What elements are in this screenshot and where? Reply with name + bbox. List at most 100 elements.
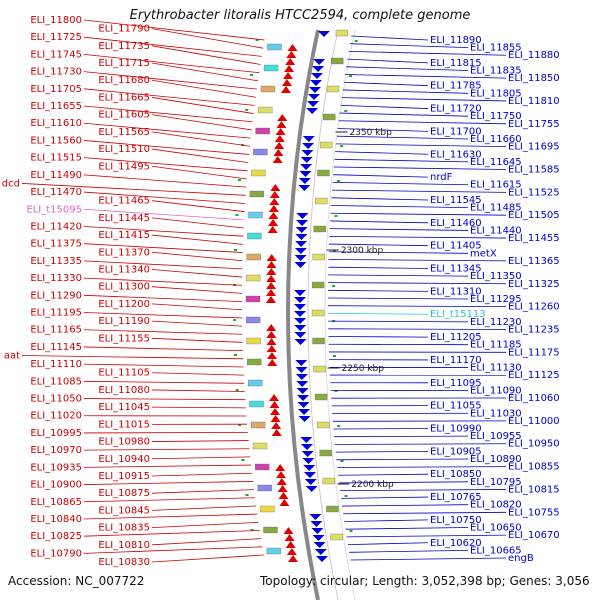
left-gene-label: ELI_11290 xyxy=(30,290,82,301)
forward-gene-arrow xyxy=(274,135,285,142)
leader-line xyxy=(83,105,253,123)
feature-block xyxy=(249,400,264,408)
leader-line xyxy=(334,443,507,445)
leader-line xyxy=(151,97,254,114)
green-marker xyxy=(238,424,242,426)
leader-line xyxy=(340,489,507,492)
leader-line xyxy=(330,220,429,224)
reverse-gene-arrow xyxy=(294,248,307,254)
leader-line xyxy=(83,294,243,302)
reverse-gene-arrow xyxy=(294,297,307,303)
left-gene-label: dcd xyxy=(2,178,20,189)
leader-line xyxy=(83,346,243,352)
green-marker xyxy=(250,74,254,76)
forward-gene-arrow xyxy=(285,58,296,65)
leader-line xyxy=(83,431,248,434)
leader-line xyxy=(83,481,253,485)
leader-line xyxy=(328,313,429,315)
feature-block xyxy=(316,421,330,429)
reverse-gene-arrow xyxy=(295,374,308,380)
left-gene-label: ELI_11420 xyxy=(30,221,82,232)
leader-line xyxy=(83,546,263,554)
right-gene-label: ELI_11000 xyxy=(508,416,560,427)
right-gene-label: ELI_11890 xyxy=(430,35,482,46)
leader-line xyxy=(151,217,244,229)
feature-block xyxy=(263,64,279,72)
right-gene-label: ELI_11325 xyxy=(508,279,560,290)
reverse-gene-arrow xyxy=(294,318,307,324)
right-gene-label: ELI_10755 xyxy=(508,507,560,518)
left-gene-label: ELI_11415 xyxy=(98,230,150,241)
leader-line xyxy=(328,266,429,269)
forward-gene-arrow xyxy=(268,205,279,212)
left-gene-label: ELI_11715 xyxy=(98,58,150,69)
reverse-gene-arrow xyxy=(295,227,308,233)
forward-gene-arrow xyxy=(279,499,290,506)
leader-line xyxy=(341,97,507,102)
forward-gene-arrow xyxy=(286,51,297,58)
left-gene-label: ELI_11445 xyxy=(98,213,150,224)
right-gene-label: ELI_11235 xyxy=(508,324,560,335)
feature-block xyxy=(247,358,262,366)
forward-gene-arrow xyxy=(285,541,296,548)
forward-gene-arrow xyxy=(284,534,295,541)
left-gene-label: ELI_10810 xyxy=(98,540,150,551)
forward-gene-arrow xyxy=(266,261,277,268)
forward-gene-arrow xyxy=(281,79,292,86)
leader-line xyxy=(83,260,243,270)
left-gene-label: ELI_11515 xyxy=(30,153,82,164)
left-gene-label: ELI_11565 xyxy=(98,127,150,138)
green-marker xyxy=(337,425,341,427)
leader-line xyxy=(151,372,244,376)
genome-backbone xyxy=(286,29,320,600)
forward-gene-arrow xyxy=(271,429,282,436)
right-gene-label: ELI_11125 xyxy=(508,370,560,381)
left-gene-label: ELI_10995 xyxy=(30,428,82,439)
right-gene-label: ELI_11525 xyxy=(508,187,560,198)
feature-block xyxy=(246,253,261,261)
right-gene-label: ELI_11365 xyxy=(508,256,560,267)
green-marker xyxy=(334,215,338,217)
leader-line xyxy=(332,189,507,193)
left-gene-label: ELI_11680 xyxy=(98,75,150,86)
feature-block xyxy=(312,253,325,261)
left-gene-label: ELI_10790 xyxy=(30,548,82,559)
leader-line xyxy=(347,542,429,545)
reverse-gene-arrow xyxy=(313,542,326,548)
leader-line xyxy=(151,269,243,278)
leader-line xyxy=(333,428,429,430)
right-gene-label: ELI_11645 xyxy=(470,157,522,168)
feature-block xyxy=(257,484,272,492)
leader-line xyxy=(151,554,264,563)
leader-line xyxy=(334,435,469,438)
feature-block xyxy=(312,337,325,345)
leader-line xyxy=(83,174,247,188)
right-leader-lines xyxy=(327,35,507,561)
gene-features xyxy=(233,29,358,562)
feature-block xyxy=(255,127,270,135)
left-gene-label: aat xyxy=(4,351,20,362)
left-gene-label: ELI_10840 xyxy=(30,514,82,525)
left-gene-label: ELI_11495 xyxy=(98,161,150,172)
feature-block xyxy=(248,211,263,219)
leader-line xyxy=(330,212,507,216)
leader-line xyxy=(83,464,252,468)
reverse-gene-arrow xyxy=(297,395,310,401)
green-marker xyxy=(344,495,348,497)
forward-gene-arrow xyxy=(266,331,277,338)
forward-gene-arrow xyxy=(268,212,279,219)
leader-line xyxy=(338,473,429,476)
leader-line xyxy=(334,158,469,163)
right-gene-label: ELI_10815 xyxy=(508,484,560,495)
reverse-gene-arrow xyxy=(308,94,321,100)
leader-line xyxy=(151,62,259,82)
reverse-gene-arrow xyxy=(309,514,322,520)
forward-gene-arrow xyxy=(270,408,281,415)
reverse-gene-arrow xyxy=(294,311,307,317)
reverse-gene-arrow xyxy=(294,339,307,345)
right-gene-label: ELI_11205 xyxy=(430,332,482,343)
right-gene-label: ELI_11130 xyxy=(470,363,522,374)
leader-line xyxy=(151,286,243,294)
leader-line xyxy=(21,355,244,360)
leader-line xyxy=(346,534,507,538)
